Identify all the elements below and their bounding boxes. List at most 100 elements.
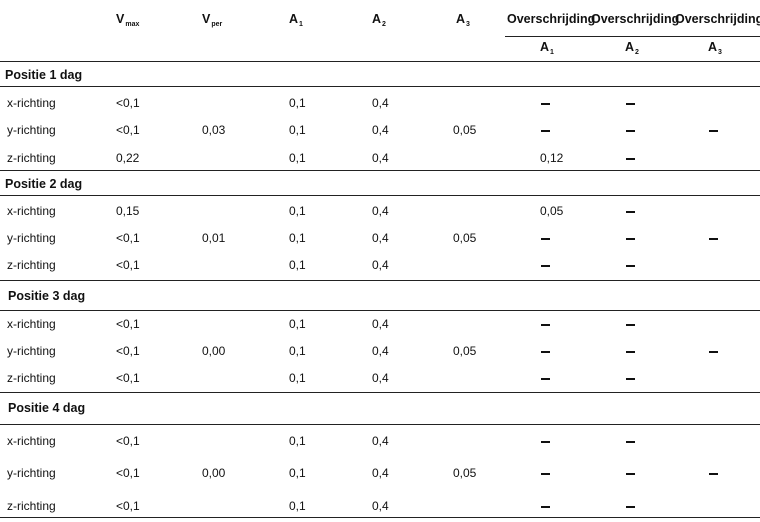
cell-exceedance-o1	[541, 123, 550, 137]
section-title: Positie 3 dag	[8, 289, 86, 303]
dash-mark	[626, 130, 635, 132]
cell-vmax: <0,1	[116, 96, 140, 110]
cell-vper: 0,01	[202, 231, 226, 245]
cell-a2: 0,4	[372, 96, 389, 110]
dash-mark	[541, 103, 550, 105]
cell-a2: 0,4	[372, 499, 389, 513]
cell-vper: 0,00	[202, 344, 226, 358]
section-title: Positie 2 dag	[5, 177, 83, 191]
cell-a1: 0,1	[289, 204, 306, 218]
row-label: z-richting	[7, 151, 56, 165]
cell-exceedance-o1	[541, 96, 550, 110]
cell-a1: 0,1	[289, 231, 306, 245]
cell-a2: 0,4	[372, 258, 389, 272]
cell-a3: 0,05	[453, 344, 477, 358]
dash-mark	[626, 103, 635, 105]
dash-mark	[709, 130, 718, 132]
dash-mark	[626, 378, 635, 380]
cell-vper: 0,03	[202, 123, 226, 137]
dash-mark	[541, 473, 550, 475]
cell-a1: 0,1	[289, 371, 306, 385]
header-overschrijding-1: Overschrijding	[507, 12, 596, 26]
row-label: x-richting	[7, 96, 56, 110]
dash-mark	[541, 324, 550, 326]
row-label: x-richting	[7, 434, 56, 448]
row-label: z-richting	[7, 499, 56, 513]
header-overschrijding-a1: A1	[540, 40, 554, 56]
dash-mark	[541, 351, 550, 353]
cell-exceedance-o1	[541, 344, 550, 358]
header-a2: A2	[372, 12, 386, 28]
cell-exceedance-o1	[541, 258, 550, 272]
cell-a1: 0,1	[289, 258, 306, 272]
cell-vmax: <0,1	[116, 466, 140, 480]
header-overschrijding-2: Overschrijding	[591, 12, 680, 26]
cell-a2: 0,4	[372, 231, 389, 245]
cell-exceedance-o1	[541, 317, 550, 331]
dash-mark	[626, 324, 635, 326]
cell-vmax: <0,1	[116, 123, 140, 137]
section-rule	[0, 280, 760, 281]
cell-a2: 0,4	[372, 344, 389, 358]
cell-exceedance-o3	[709, 123, 718, 137]
cell-vmax: 0,22	[116, 151, 140, 165]
cell-vmax: <0,1	[116, 344, 140, 358]
dash-mark	[626, 211, 635, 213]
cell-exceedance-o1	[541, 371, 550, 385]
cell-exceedance-o1	[541, 231, 550, 245]
dash-mark	[541, 441, 550, 443]
cell-exceedance-o2	[626, 317, 635, 331]
section-title-rule	[0, 195, 760, 196]
cell-a1: 0,1	[289, 123, 306, 137]
row-label: z-richting	[7, 258, 56, 272]
cell-vmax: <0,1	[116, 434, 140, 448]
section-title-rule	[0, 424, 760, 425]
dash-mark	[626, 238, 635, 240]
section-rule	[0, 170, 760, 171]
cell-exceedance-o1: 0,05	[540, 204, 564, 218]
rule-header-bottom	[0, 61, 760, 62]
cell-exceedance-o2	[626, 151, 635, 165]
dash-mark	[709, 351, 718, 353]
section-title-rule	[0, 310, 760, 311]
cell-exceedance-o1	[541, 466, 550, 480]
dash-mark	[541, 130, 550, 132]
row-label: x-richting	[7, 204, 56, 218]
cell-vmax: <0,1	[116, 317, 140, 331]
cell-exceedance-o2	[626, 371, 635, 385]
cell-a3: 0,05	[453, 466, 477, 480]
dash-mark	[626, 265, 635, 267]
row-label: x-richting	[7, 317, 56, 331]
dash-mark	[709, 473, 718, 475]
header-a1: A1	[289, 12, 303, 28]
cell-exceedance-o2	[626, 123, 635, 137]
rule-table-bottom	[0, 517, 760, 518]
section-title: Positie 1 dag	[5, 68, 83, 82]
section-title-rule	[0, 86, 760, 87]
cell-exceedance-o2	[626, 499, 635, 513]
dash-mark	[626, 351, 635, 353]
cell-a3: 0,05	[453, 231, 477, 245]
cell-exceedance-o2	[626, 96, 635, 110]
cell-a2: 0,4	[372, 371, 389, 385]
cell-a1: 0,1	[289, 434, 306, 448]
row-label: z-richting	[7, 371, 56, 385]
cell-exceedance-o3	[709, 466, 718, 480]
cell-exceedance-o2	[626, 466, 635, 480]
header-vmax: Vmax	[116, 12, 140, 28]
dash-mark	[541, 265, 550, 267]
cell-vper: 0,00	[202, 466, 226, 480]
cell-a3: 0,05	[453, 123, 477, 137]
dash-mark	[626, 473, 635, 475]
cell-exceedance-o2	[626, 231, 635, 245]
cell-exceedance-o2	[626, 258, 635, 272]
cell-exceedance-o1	[541, 434, 550, 448]
cell-exceedance-o3	[709, 344, 718, 358]
cell-a2: 0,4	[372, 317, 389, 331]
cell-a1: 0,1	[289, 151, 306, 165]
cell-a1: 0,1	[289, 466, 306, 480]
cell-a1: 0,1	[289, 317, 306, 331]
header-overschrijding-3: Overschrijding	[675, 12, 760, 26]
cell-a1: 0,1	[289, 499, 306, 513]
cell-a2: 0,4	[372, 151, 389, 165]
